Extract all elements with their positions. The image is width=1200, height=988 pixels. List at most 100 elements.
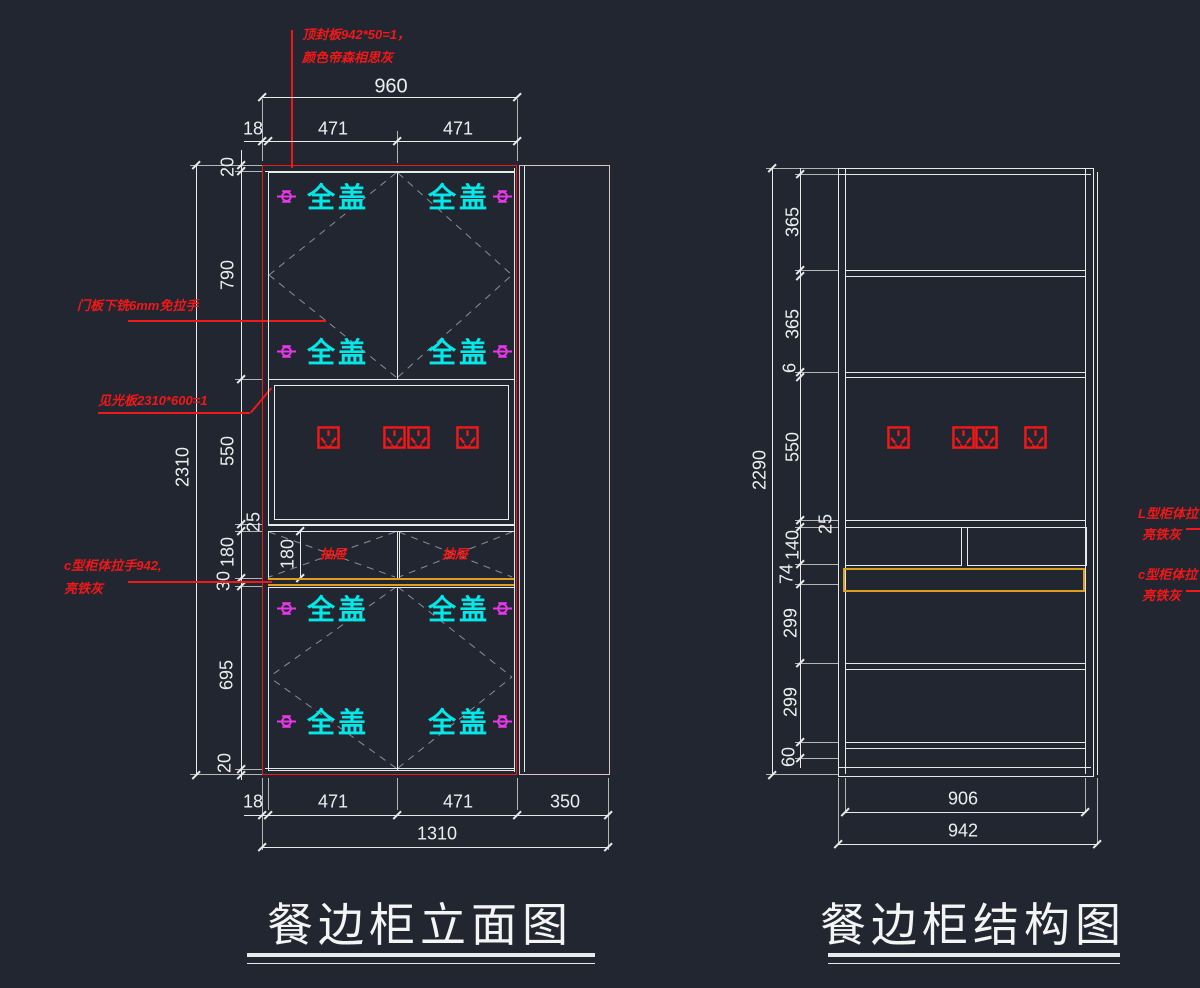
open-section-inner bbox=[274, 385, 509, 520]
title-underline-thin bbox=[247, 963, 595, 964]
dim-18-top: 18 bbox=[242, 118, 264, 139]
full-cover-label: 全盖 bbox=[306, 182, 370, 213]
hinge-icon bbox=[277, 190, 296, 203]
dim-line-left-col bbox=[241, 150, 242, 780]
leader-light-board bbox=[98, 412, 250, 414]
dim-365-1: 365 bbox=[782, 206, 803, 238]
dim-line-top-row bbox=[244, 141, 518, 142]
leader-l-handle bbox=[1186, 528, 1200, 530]
dim-74: 74 bbox=[776, 563, 797, 585]
side-panel-edge-942 bbox=[1097, 172, 1098, 775]
dim-line-right-col bbox=[800, 168, 801, 768]
dim-line-960 bbox=[262, 97, 518, 98]
dim-471-bottom-2: 471 bbox=[442, 791, 474, 812]
dim-180: 180 bbox=[217, 536, 238, 568]
cabinet-frame-outer bbox=[838, 168, 1094, 777]
structure-drawer-right bbox=[967, 527, 1087, 566]
socket-icon bbox=[975, 426, 998, 449]
dim-line-bottom-row bbox=[244, 815, 608, 816]
title-underline-thick bbox=[828, 953, 1120, 957]
drawer-label-left: 抽屉 bbox=[319, 546, 347, 562]
side-panel-inner-line bbox=[524, 166, 525, 772]
dim-350: 350 bbox=[549, 791, 581, 812]
socket-icon bbox=[952, 426, 975, 449]
dim-906: 906 bbox=[947, 788, 979, 809]
title-underline-thin bbox=[828, 963, 1120, 964]
hinge-icon bbox=[493, 190, 512, 203]
dim-6: 6 bbox=[779, 362, 800, 374]
socket-icon bbox=[456, 426, 479, 449]
door-bottom-right bbox=[397, 587, 515, 771]
dim-line-906 bbox=[845, 812, 1085, 813]
c-handle-profile bbox=[843, 568, 1085, 592]
dim-18-bottom: 18 bbox=[242, 791, 264, 812]
ext-line bbox=[262, 99, 263, 161]
note-c-handle-right-line2: 亮铁灰 bbox=[1142, 588, 1182, 603]
title-underline-thick bbox=[247, 953, 595, 957]
ext-line bbox=[397, 131, 398, 163]
left-drawing-title: 餐边柜立面图 bbox=[267, 899, 573, 951]
full-cover-label: 全盖 bbox=[427, 707, 491, 738]
socket-icon bbox=[383, 426, 406, 449]
dim-20-top: 20 bbox=[217, 156, 238, 178]
open-section-outer bbox=[268, 379, 515, 526]
note-door-flip: 门板下铣6mm免拉手 bbox=[77, 298, 199, 313]
c-handle-top-line bbox=[268, 578, 514, 580]
structure-drawer-left bbox=[845, 527, 962, 566]
dim-20-bottom: 20 bbox=[214, 752, 235, 774]
dim-471-bottom-1: 471 bbox=[317, 791, 349, 812]
full-cover-label: 全盖 bbox=[306, 707, 370, 738]
dim-550: 550 bbox=[217, 435, 238, 467]
full-cover-label: 全盖 bbox=[427, 594, 491, 625]
leader-door-flip bbox=[128, 320, 326, 322]
dim-2310: 2310 bbox=[172, 446, 193, 488]
hinge-icon bbox=[277, 345, 296, 358]
ext-line bbox=[190, 774, 262, 775]
note-l-handle-line2: 亮铁灰 bbox=[1142, 527, 1182, 542]
top-board-inner-line bbox=[265, 171, 514, 172]
dim-1310: 1310 bbox=[416, 823, 458, 844]
drawer-label-right: 抽屉 bbox=[441, 546, 469, 562]
leader-top-seal bbox=[291, 30, 293, 168]
ext-line bbox=[517, 99, 518, 161]
dim-960: 960 bbox=[374, 75, 408, 98]
c-handle-bottom-line bbox=[268, 584, 514, 586]
dim-60: 60 bbox=[778, 746, 799, 768]
hinge-icon bbox=[493, 715, 512, 728]
note-top-seal-line2: 颜色帝森相思灰 bbox=[302, 50, 394, 65]
dim-line-2290 bbox=[772, 168, 773, 775]
dim-471-top-2: 471 bbox=[442, 118, 474, 139]
note-c-handle-line2: 亮铁灰 bbox=[64, 581, 104, 596]
dim-942: 942 bbox=[947, 820, 979, 841]
hinge-icon bbox=[493, 602, 512, 615]
socket-icon bbox=[1024, 426, 1047, 449]
dim-line-2310 bbox=[196, 165, 197, 775]
dim-drawer-180: 180 bbox=[277, 538, 298, 570]
dim-2290: 2290 bbox=[749, 449, 770, 491]
dim-695: 695 bbox=[216, 659, 237, 691]
frame-inner-top bbox=[839, 174, 1091, 175]
dim-550-right: 550 bbox=[782, 431, 803, 463]
leader-c-handle-right bbox=[1186, 590, 1200, 592]
full-cover-label: 全盖 bbox=[306, 594, 370, 625]
frame-inner-left bbox=[845, 169, 846, 774]
note-c-handle-right-line1: c型柜体拉 bbox=[1138, 567, 1198, 582]
full-cover-label: 全盖 bbox=[427, 337, 491, 368]
hinge-icon bbox=[277, 715, 296, 728]
full-cover-label: 全盖 bbox=[427, 182, 491, 213]
side-panel bbox=[519, 165, 610, 775]
dim-140: 140 bbox=[782, 529, 803, 561]
note-light-board: 见光板2310*600=1 bbox=[98, 393, 208, 408]
full-cover-label: 全盖 bbox=[306, 337, 370, 368]
dim-line-942 bbox=[838, 844, 1097, 845]
ext-line bbox=[190, 165, 262, 166]
socket-icon bbox=[317, 426, 340, 449]
right-drawing-title: 餐边柜结构图 bbox=[820, 899, 1126, 951]
socket-icon bbox=[407, 426, 430, 449]
frame-inner-bottom bbox=[839, 767, 1091, 768]
cabinet-outline-red bbox=[262, 165, 517, 775]
dim-299-2: 299 bbox=[780, 686, 801, 718]
dim-471-top-1: 471 bbox=[317, 118, 349, 139]
hinge-icon bbox=[277, 602, 296, 615]
